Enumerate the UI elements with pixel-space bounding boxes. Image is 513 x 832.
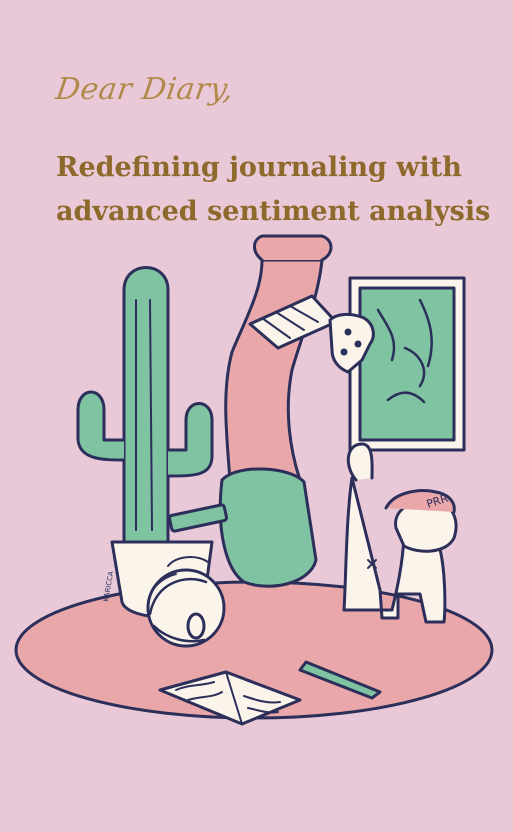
cat <box>342 442 458 624</box>
notebook <box>158 670 302 726</box>
pen <box>298 660 382 700</box>
brand-title: Dear Diary, <box>53 72 236 107</box>
person-legs <box>224 234 375 482</box>
journaling-illustration: PRR KARICCA <box>14 234 494 726</box>
cactus <box>76 266 214 552</box>
person-torso <box>218 467 318 588</box>
person-head <box>146 556 226 648</box>
phone <box>168 503 228 533</box>
headline-line-1: Redefining journaling with <box>56 152 462 183</box>
headline-line-2: advanced sentiment analysis <box>56 196 491 227</box>
picture-art <box>358 286 456 442</box>
headline: Redefining journaling with advanced sent… <box>56 146 491 234</box>
